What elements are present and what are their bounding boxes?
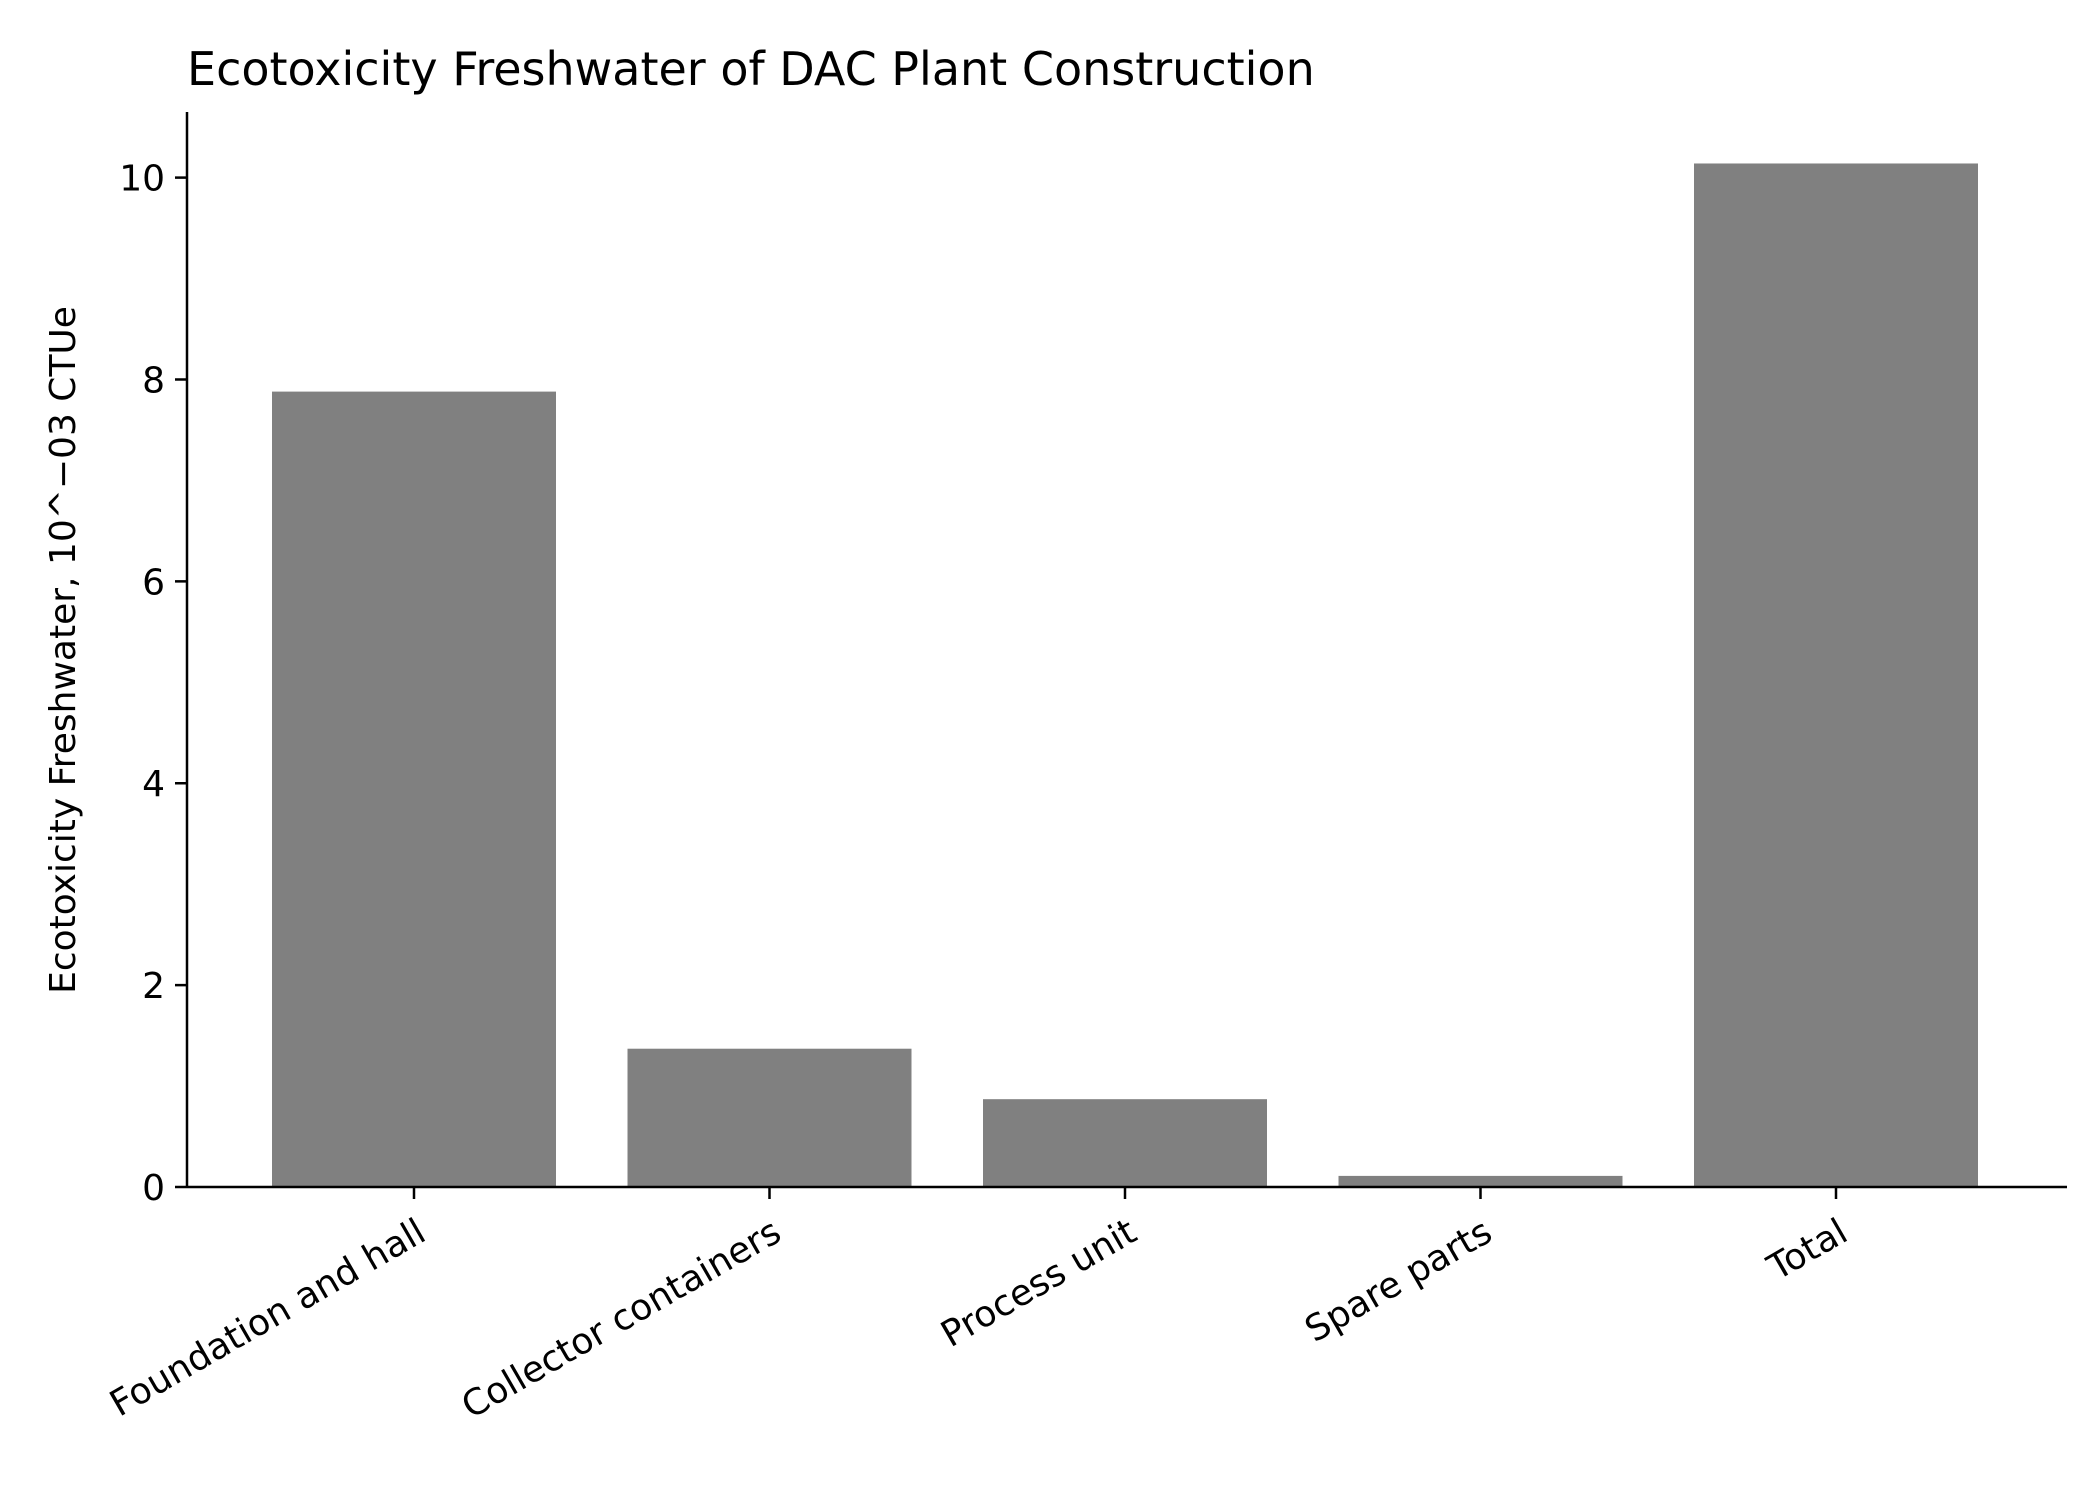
y-tick-label: 8 (142, 360, 165, 401)
bar-3 (1338, 1175, 1623, 1187)
y-tick-label: 4 (142, 764, 165, 805)
x-tick-label: Process unit (934, 1211, 1143, 1355)
bar-4 (1694, 163, 1978, 1187)
x-tick-label: Foundation and hall (103, 1211, 432, 1425)
y-axis: 0 2 4 6 8 10 (119, 112, 189, 1209)
y-tick-label: 0 (142, 1168, 165, 1209)
y-tick-label: 10 (119, 159, 165, 200)
bar-2 (983, 1099, 1267, 1187)
x-tick-label: Spare parts (1298, 1211, 1499, 1350)
x-tick-label: Total (1760, 1211, 1854, 1289)
y-tick-label: 6 (142, 562, 165, 603)
bar-1 (627, 1048, 912, 1187)
y-tick-label: 2 (142, 966, 165, 1007)
x-axis: Foundation and hall Collector containers P… (103, 1185, 2067, 1427)
bar-0 (272, 391, 556, 1187)
x-tick-label: Collector containers (455, 1211, 788, 1427)
y-axis-label: Ecotoxicity Freshwater, 10^−03 CTUe (43, 306, 84, 994)
chart-title: Ecotoxicity Freshwater of DAC Plant Cons… (187, 42, 1315, 96)
bars-group (272, 163, 1978, 1187)
